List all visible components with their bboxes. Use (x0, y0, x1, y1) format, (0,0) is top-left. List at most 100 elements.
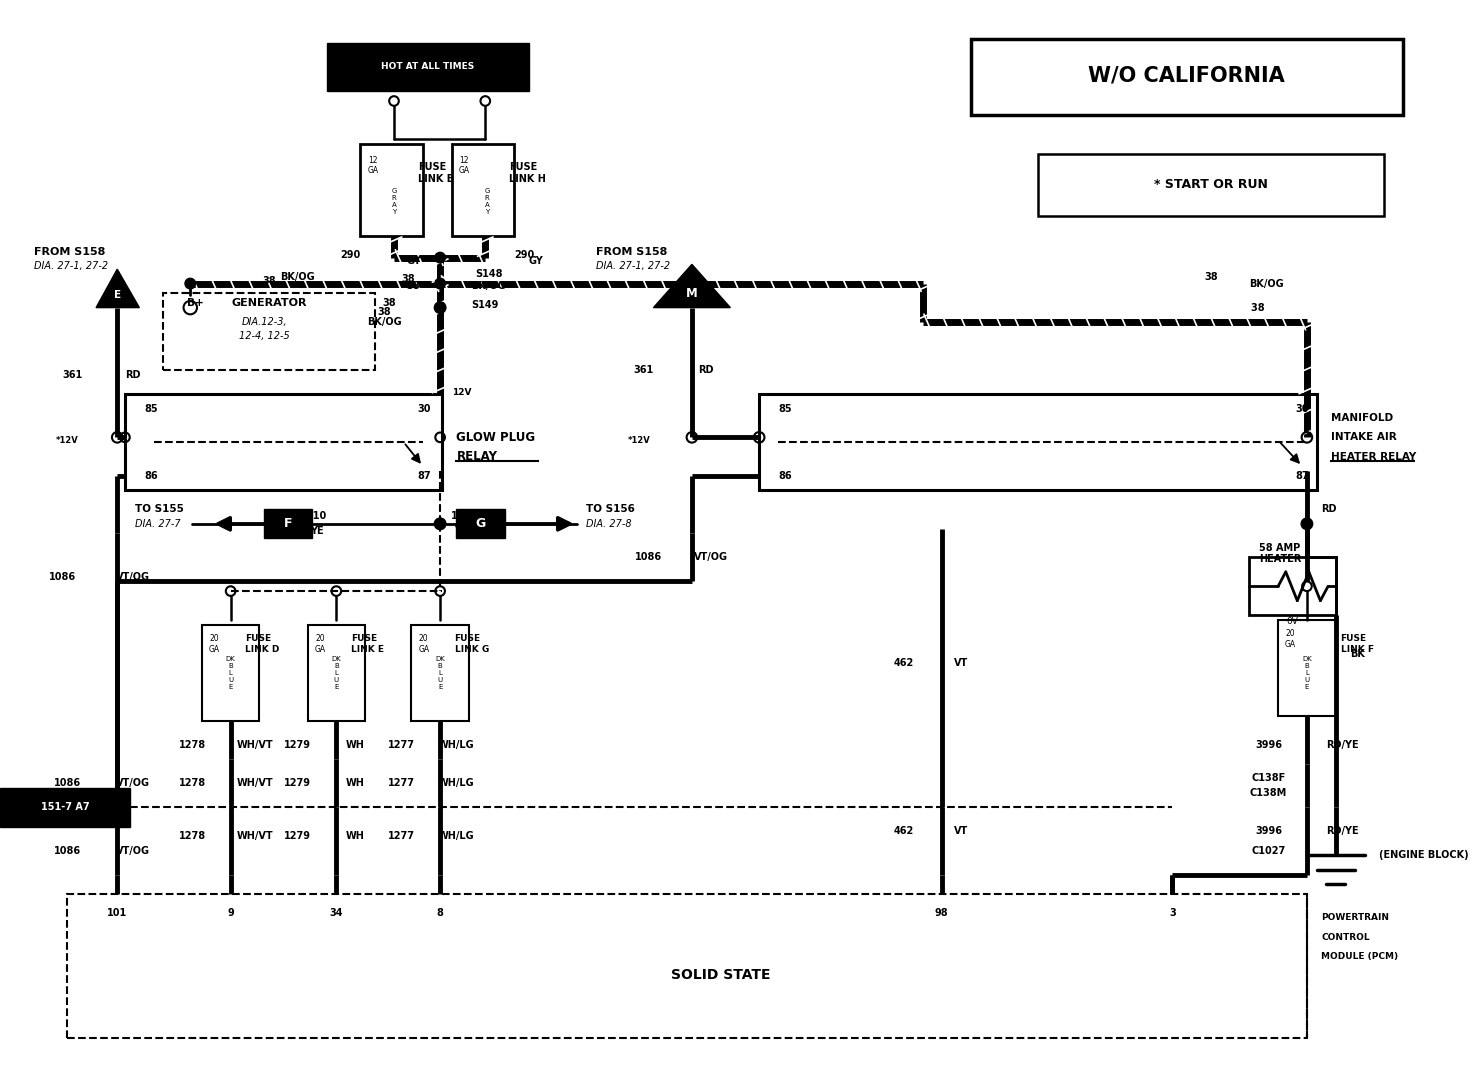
Text: C138M: C138M (1250, 788, 1287, 798)
Text: (ENGINE BLOCK): (ENGINE BLOCK) (1379, 851, 1469, 861)
Text: 85: 85 (144, 404, 158, 413)
Text: BK/OG: BK/OG (367, 317, 402, 327)
Text: 1278: 1278 (178, 778, 206, 789)
Text: TO S155: TO S155 (134, 505, 184, 515)
Circle shape (185, 279, 196, 288)
Text: WH: WH (346, 831, 365, 841)
Text: GLOW PLUG: GLOW PLUG (456, 431, 536, 444)
Text: VT: VT (954, 658, 969, 668)
Text: 1277: 1277 (389, 778, 415, 789)
Text: G: G (475, 517, 486, 530)
Text: 1277: 1277 (389, 740, 415, 750)
Text: 1278: 1278 (178, 740, 206, 750)
Bar (411, 625, 470, 721)
Text: MANIFOLD: MANIFOLD (1331, 413, 1393, 423)
Bar (970, 38, 1403, 115)
Text: F: F (284, 517, 293, 530)
Text: DIA. 27-8: DIA. 27-8 (586, 519, 631, 529)
Text: C138F: C138F (1251, 774, 1285, 783)
Text: 110: 110 (308, 511, 327, 521)
Text: 1086: 1086 (53, 778, 81, 789)
Text: WH/VT: WH/VT (237, 740, 272, 750)
Circle shape (434, 279, 446, 288)
Text: 361: 361 (62, 370, 82, 380)
Text: VT/OG: VT/OG (116, 571, 150, 582)
Text: B+: B+ (187, 298, 205, 308)
Text: *12V: *12V (627, 435, 651, 445)
Text: WH/LG: WH/LG (439, 740, 475, 750)
Text: 3: 3 (1169, 908, 1176, 918)
Text: RD: RD (1322, 505, 1337, 515)
Text: FUSE
LINK G: FUSE LINK G (455, 634, 489, 654)
Text: BK/OG: BK/OG (471, 282, 505, 292)
Text: HEATER: HEATER (1259, 555, 1301, 565)
Bar (1250, 557, 1335, 615)
Bar (125, 394, 442, 491)
Text: GY: GY (528, 257, 543, 267)
Text: W/O CALIFORNIA: W/O CALIFORNIA (1088, 65, 1285, 85)
Text: DIA. 27-1, 27-2: DIA. 27-1, 27-2 (34, 261, 107, 271)
Bar (452, 145, 514, 235)
Text: DIA. 27-7: DIA. 27-7 (134, 519, 180, 529)
Text: GY: GY (406, 257, 421, 267)
Text: 8: 8 (437, 908, 443, 918)
Text: * START OR RUN: * START OR RUN (1154, 178, 1267, 191)
Text: VT/OG: VT/OG (116, 778, 150, 789)
Text: 12V: 12V (452, 387, 471, 397)
Bar (327, 44, 528, 91)
Text: 462: 462 (894, 658, 914, 668)
Text: POWERTRAIN: POWERTRAIN (1322, 913, 1390, 923)
Text: 38: 38 (1204, 272, 1217, 282)
Text: 3996: 3996 (1256, 826, 1282, 837)
Text: 1086: 1086 (53, 845, 81, 855)
Text: RD/YE: RD/YE (1326, 740, 1359, 750)
Circle shape (434, 518, 446, 530)
Text: WH/VT: WH/VT (237, 778, 272, 789)
Text: DK
B
L
U
E: DK B L U E (331, 656, 342, 690)
Circle shape (1301, 518, 1313, 530)
Text: WH: WH (346, 778, 365, 789)
Text: INTAKE AIR: INTAKE AIR (1331, 432, 1397, 443)
Bar (456, 509, 505, 539)
Circle shape (434, 301, 446, 313)
Circle shape (434, 519, 446, 529)
Text: BK/OG: BK/OG (1250, 279, 1284, 288)
Text: 1086: 1086 (49, 571, 77, 582)
Bar (265, 509, 312, 539)
Text: 0V: 0V (1287, 617, 1298, 627)
Text: VT/OG: VT/OG (695, 553, 729, 562)
Text: 30: 30 (1295, 404, 1309, 413)
Text: FUSE
LINK F: FUSE LINK F (1341, 634, 1373, 654)
Text: 1279: 1279 (284, 740, 312, 750)
Text: RELAY: RELAY (456, 450, 498, 463)
Text: 98: 98 (935, 908, 948, 918)
Bar (1038, 153, 1384, 217)
Text: WH/VT: WH/VT (237, 831, 272, 841)
Text: 101: 101 (107, 908, 128, 918)
Text: 12-4, 12-5: 12-4, 12-5 (238, 332, 290, 342)
Polygon shape (654, 264, 730, 308)
Bar (308, 625, 365, 721)
Text: 38: 38 (402, 274, 415, 284)
Text: DIA. 27-1, 27-2: DIA. 27-1, 27-2 (596, 261, 670, 271)
Text: FROM S158: FROM S158 (34, 247, 105, 257)
Text: G
R
A
Y: G R A Y (392, 188, 396, 215)
Text: FUSE
LINK H: FUSE LINK H (509, 162, 546, 184)
Text: FUSE
LINK E: FUSE LINK E (350, 634, 384, 654)
Text: YE: YE (311, 526, 324, 535)
Text: HEATER RELAY: HEATER RELAY (1331, 452, 1416, 461)
Text: RD: RD (125, 370, 140, 380)
Text: 20
GA: 20 GA (209, 634, 219, 654)
Text: *12V: *12V (56, 435, 78, 445)
Text: 290: 290 (514, 250, 534, 260)
Text: 38: 38 (383, 298, 396, 308)
Text: WH/LG: WH/LG (439, 831, 475, 841)
Text: 151-7 A7: 151-7 A7 (41, 802, 90, 813)
Text: HOT AT ALL TIMES: HOT AT ALL TIMES (381, 62, 474, 71)
Text: S149: S149 (471, 299, 498, 310)
Text: DK
B
L
U
E: DK B L U E (436, 656, 445, 690)
Text: 38: 38 (406, 282, 420, 292)
Text: 85: 85 (779, 404, 792, 413)
Text: CONTROL: CONTROL (1322, 932, 1370, 941)
Text: 1278: 1278 (178, 831, 206, 841)
